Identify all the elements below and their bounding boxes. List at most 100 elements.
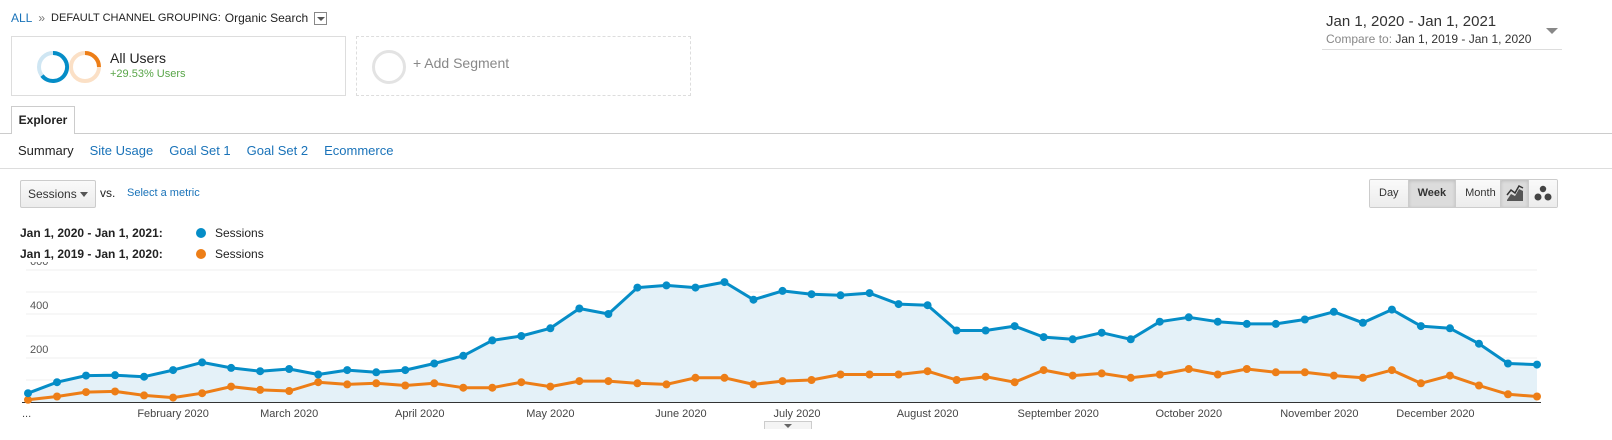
previous-series-point bbox=[488, 383, 497, 392]
select-metric-link[interactable]: Select a metric bbox=[127, 187, 200, 199]
previous-series-point bbox=[1184, 365, 1193, 373]
current-series-point bbox=[720, 278, 729, 287]
current-series-point bbox=[343, 366, 352, 375]
x-axis-month-label: August 2020 bbox=[897, 408, 959, 420]
subtab-goal-set-2[interactable]: Goal Set 2 bbox=[246, 143, 309, 158]
current-series-point bbox=[1184, 313, 1193, 322]
segment-all-users[interactable]: All Users +29.53% Users bbox=[11, 36, 346, 96]
previous-series-point bbox=[807, 376, 816, 384]
segment-delta: +29.53% Users bbox=[110, 68, 186, 80]
y-tick-label: 200 bbox=[30, 344, 48, 356]
x-axis-month-label: September 2020 bbox=[1018, 408, 1099, 420]
breadcrumb-separator: » bbox=[38, 11, 46, 25]
metric-selector[interactable]: Sessions bbox=[20, 180, 96, 208]
previous-series-point bbox=[1097, 369, 1106, 378]
previous-series-point bbox=[923, 367, 932, 376]
chart-resize-handle[interactable] bbox=[764, 421, 812, 429]
legend-current-period: Jan 1, 2020 - Jan 1, 2021: Sessions bbox=[20, 225, 264, 241]
previous-series-point bbox=[430, 379, 439, 388]
x-axis-month-label: April 2020 bbox=[395, 408, 445, 420]
current-series-point bbox=[894, 300, 903, 309]
period-toggle: Day Week Month bbox=[1369, 179, 1506, 208]
previous-series-point bbox=[517, 378, 526, 387]
subtab-goal-set-1[interactable]: Goal Set 1 bbox=[169, 143, 231, 158]
x-axis-month-label: June 2020 bbox=[655, 408, 706, 420]
legend-dot-icon bbox=[196, 249, 206, 259]
current-series-point bbox=[981, 326, 990, 335]
empty-segment-ring-icon bbox=[372, 50, 406, 84]
previous-series-point bbox=[865, 370, 874, 379]
chevron-down-icon bbox=[1546, 28, 1558, 34]
chevron-down-icon bbox=[80, 192, 88, 197]
period-month-button[interactable]: Month bbox=[1456, 180, 1505, 207]
current-series-point bbox=[401, 366, 410, 375]
x-axis-first-label: ... bbox=[22, 408, 31, 420]
period-week-button[interactable]: Week bbox=[1408, 180, 1457, 207]
current-series-point bbox=[53, 378, 62, 387]
legend-metric: Sessions bbox=[215, 247, 264, 261]
motion-chart-button[interactable] bbox=[1529, 180, 1557, 207]
previous-series-point bbox=[1445, 371, 1454, 380]
current-series-point bbox=[1474, 339, 1483, 348]
vs-label: vs. bbox=[100, 186, 116, 200]
add-segment-button[interactable]: + Add Segment bbox=[356, 36, 691, 96]
current-series-point bbox=[1387, 305, 1396, 314]
current-series-point bbox=[1445, 324, 1454, 333]
previous-series-point bbox=[981, 372, 990, 381]
current-series-point bbox=[1300, 315, 1309, 324]
subtab-ecommerce[interactable]: Ecommerce bbox=[324, 143, 394, 158]
previous-series-point bbox=[1010, 378, 1019, 387]
previous-series-point bbox=[1329, 371, 1338, 380]
previous-series-point bbox=[604, 377, 613, 386]
subtab-site-usage[interactable]: Site Usage bbox=[89, 143, 154, 158]
current-series-point bbox=[1358, 318, 1367, 327]
segment-name: All Users bbox=[110, 50, 167, 66]
previous-series-point bbox=[749, 380, 758, 389]
previous-series-point bbox=[1039, 366, 1048, 375]
previous-series-point bbox=[343, 380, 352, 389]
add-segment-label: + Add Segment bbox=[413, 55, 510, 71]
current-series-point bbox=[1503, 359, 1512, 368]
current-series-point bbox=[1097, 328, 1106, 337]
tab-explorer[interactable]: Explorer bbox=[11, 106, 75, 134]
current-series-point bbox=[169, 366, 178, 375]
current-series-point bbox=[633, 283, 642, 292]
previous-series-point bbox=[1300, 368, 1309, 377]
previous-series-point bbox=[778, 377, 787, 386]
current-series-point bbox=[82, 371, 91, 380]
metric-selector-value: Sessions bbox=[28, 187, 77, 201]
y-tick-label: 600 bbox=[30, 262, 48, 268]
current-series-point bbox=[952, 326, 961, 335]
previous-series-point bbox=[662, 380, 671, 389]
current-series-point bbox=[488, 336, 497, 345]
legend-previous-period: Jan 1, 2019 - Jan 1, 2020: Sessions bbox=[20, 246, 264, 262]
current-series-point bbox=[1213, 317, 1222, 326]
breadcrumb: ALL » DEFAULT CHANNEL GROUPING: Organic … bbox=[11, 10, 328, 26]
previous-series-point bbox=[1503, 390, 1512, 399]
previous-series-point bbox=[1533, 392, 1541, 401]
period-day-button[interactable]: Day bbox=[1370, 180, 1409, 207]
tab-divider bbox=[0, 133, 1612, 134]
previous-series-point bbox=[1068, 371, 1077, 380]
subtab-summary[interactable]: Summary bbox=[18, 143, 74, 158]
previous-series-point bbox=[1358, 373, 1367, 382]
previous-series-point bbox=[1416, 379, 1425, 388]
current-series-point bbox=[836, 291, 845, 300]
chart-view-toggle bbox=[1500, 179, 1558, 208]
current-series-point bbox=[1155, 317, 1164, 326]
dimension-label: DEFAULT CHANNEL GROUPING: bbox=[51, 12, 221, 24]
current-series-point bbox=[691, 283, 700, 292]
compare-range: Compare to: Jan 1, 2019 - Jan 1, 2020 bbox=[1326, 32, 1531, 46]
dimension-dropdown-icon[interactable] bbox=[314, 11, 328, 25]
x-axis-month-label: March 2020 bbox=[260, 408, 318, 420]
current-series-point bbox=[865, 289, 874, 298]
previous-series-point bbox=[546, 382, 555, 391]
current-series-point bbox=[1271, 319, 1280, 328]
date-range-picker[interactable]: Jan 1, 2020 - Jan 1, 2021 Compare to: Ja… bbox=[1322, 12, 1562, 50]
breadcrumb-all-link[interactable]: ALL bbox=[11, 11, 33, 25]
line-chart-button[interactable] bbox=[1501, 180, 1529, 207]
current-series-point bbox=[1039, 333, 1048, 342]
compare-range-value: Jan 1, 2019 - Jan 1, 2020 bbox=[1395, 32, 1532, 46]
current-series-point bbox=[459, 351, 468, 360]
previous-series-point bbox=[1126, 373, 1135, 382]
